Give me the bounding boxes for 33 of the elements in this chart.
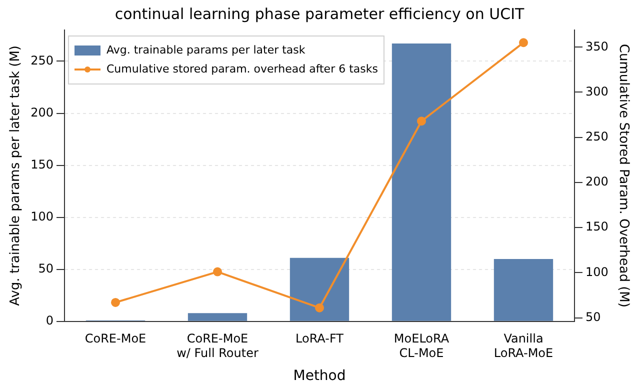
bar — [290, 258, 350, 321]
y2-tick-label: 200 — [585, 174, 608, 189]
y-tick-label: 50 — [38, 261, 54, 276]
y-axis-title: Avg. trainable params per later task (M) — [8, 45, 24, 306]
point — [111, 298, 120, 307]
point — [315, 303, 324, 312]
x-tick-label: Vanilla LoRA-MoE — [494, 332, 554, 360]
bar — [392, 44, 452, 321]
x-tick-label: MoELoRA CL-MoE — [394, 332, 450, 360]
legend-label: Cumulative stored param. overhead after 6 tasks — [106, 62, 378, 76]
y-tick-label: 250 — [30, 53, 54, 68]
y2-axis-title: Cumulative Stored Param. Overhead (M) — [616, 44, 631, 308]
point — [213, 267, 222, 276]
y2-tick-label: 300 — [585, 84, 608, 98]
y2-tick-label: 350 — [585, 39, 608, 54]
point — [518, 38, 528, 48]
point — [417, 116, 426, 126]
x-tick-label: LoRA-FT — [296, 332, 344, 346]
y-tick-label: 100 — [30, 209, 54, 224]
y2-tick-label: 250 — [585, 129, 608, 144]
x-tick-label: CoRE-MoE w/ Full Router — [176, 332, 258, 360]
x-axis-title: Method — [293, 368, 346, 384]
y-tick-label: 200 — [30, 105, 54, 120]
y2-tick-label: 100 — [585, 264, 608, 279]
x-tick-label: CoRE-MoE — [84, 332, 146, 346]
chart-title: continual learning phase parameter efficiency on UCIT — [114, 4, 525, 23]
y2-tick-label: 50 — [585, 310, 601, 324]
y-tick-label: 0 — [46, 314, 54, 328]
y2-tick-label: 150 — [585, 220, 608, 234]
y-tick-label: 150 — [30, 157, 54, 172]
bar — [188, 313, 248, 321]
bar — [494, 258, 554, 321]
legend-label: Avg. trainable params per later task — [106, 43, 306, 56]
